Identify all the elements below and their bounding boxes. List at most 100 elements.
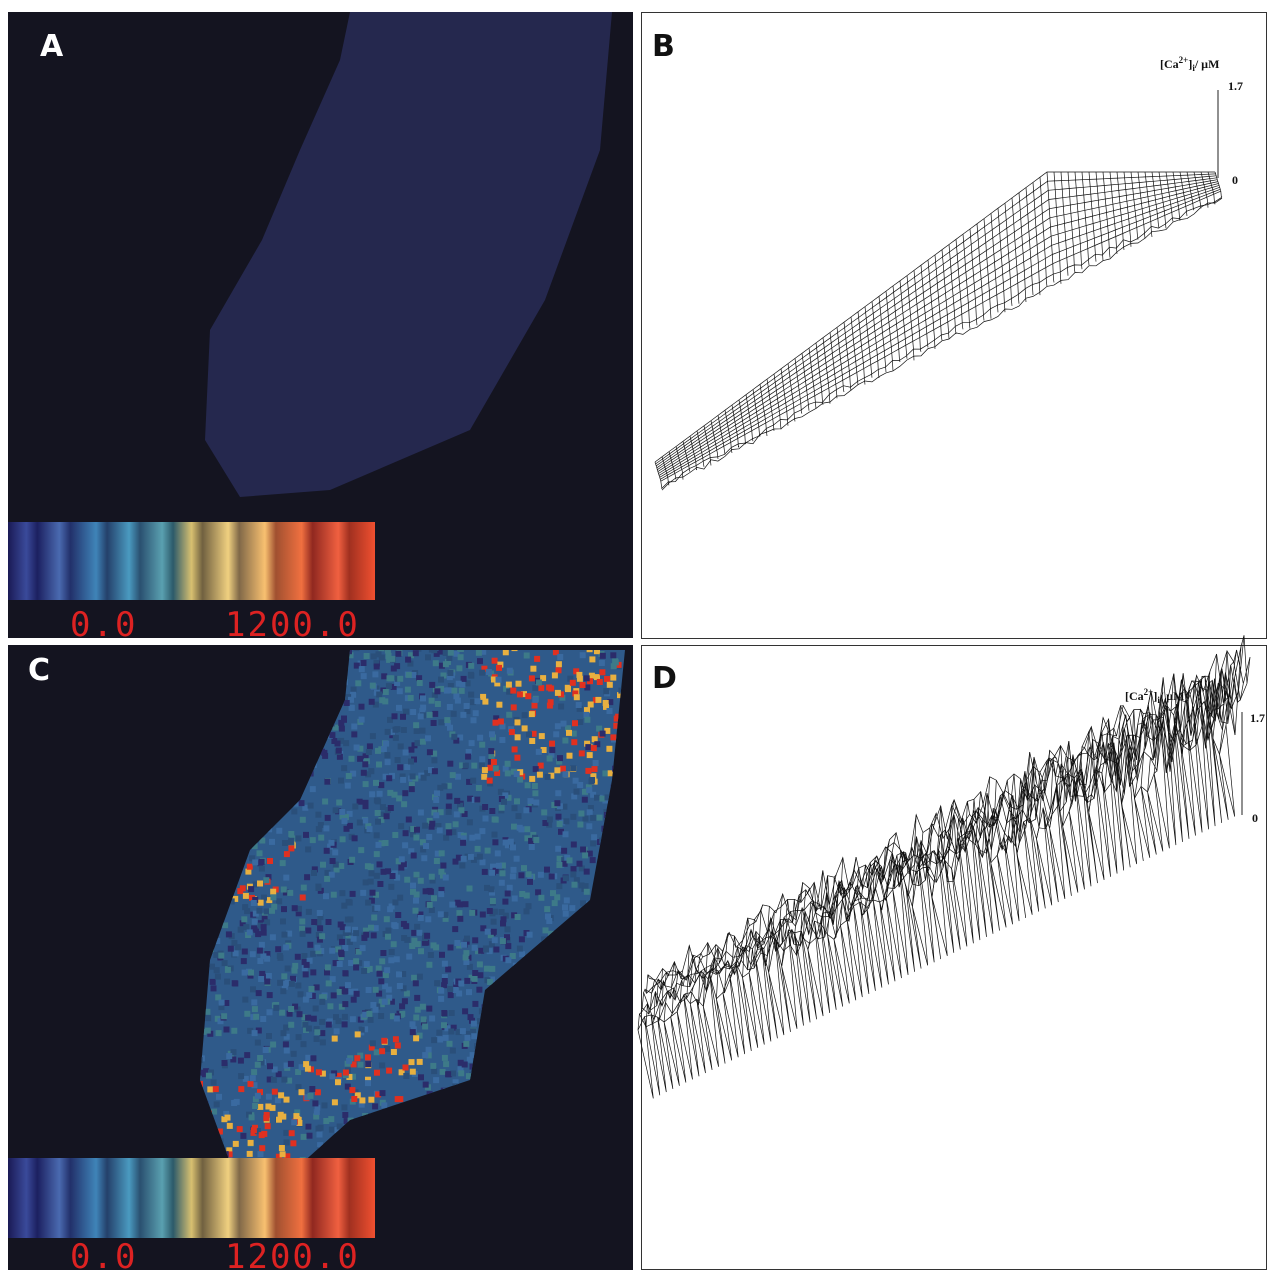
pixel <box>416 930 422 936</box>
pixel <box>438 996 444 1002</box>
pixel <box>549 747 555 753</box>
pixel <box>443 1035 449 1041</box>
pixel <box>360 890 366 896</box>
pixel <box>214 967 220 973</box>
pixel <box>333 807 339 813</box>
pixel <box>548 699 554 705</box>
pixel <box>470 778 476 784</box>
pixel <box>523 807 529 813</box>
pixel <box>463 954 469 960</box>
pixel <box>352 804 358 810</box>
pixel <box>450 1048 456 1054</box>
pixel <box>492 816 498 822</box>
pixel <box>446 809 452 815</box>
pixel <box>599 660 605 666</box>
pixel <box>462 1008 468 1014</box>
pixel <box>290 1140 296 1146</box>
pixel <box>306 909 312 915</box>
pixel <box>505 761 511 767</box>
pixel <box>532 697 538 703</box>
pixel <box>284 851 290 857</box>
pixel <box>571 866 577 872</box>
pixel <box>351 1096 357 1102</box>
pixel <box>488 748 494 754</box>
pixel <box>334 1028 340 1034</box>
pixel <box>489 808 495 814</box>
pixel <box>459 863 465 869</box>
pixel <box>366 987 372 993</box>
pixel <box>284 1139 290 1145</box>
pixel <box>471 1021 477 1027</box>
pixel <box>371 932 377 938</box>
pixel <box>582 852 588 858</box>
pixel <box>428 952 434 958</box>
pixel <box>386 683 392 689</box>
pixel <box>221 1013 227 1019</box>
pixel <box>347 823 353 829</box>
pixel <box>404 764 410 770</box>
pixel <box>394 726 400 732</box>
pixel <box>374 905 380 911</box>
pixel <box>500 870 506 876</box>
pixel <box>603 688 609 694</box>
pixel <box>406 817 412 823</box>
pixel <box>258 1151 264 1157</box>
pixel <box>426 1006 432 1012</box>
pixel <box>247 864 253 870</box>
pixel <box>383 840 389 846</box>
pixel <box>363 803 369 809</box>
pixel <box>228 946 234 952</box>
pixel <box>518 826 524 832</box>
pixel <box>440 1069 446 1075</box>
pixel <box>547 816 553 822</box>
panel-a: A 0.0 1200.0 <box>8 12 633 645</box>
pixel <box>291 1119 297 1125</box>
pixel <box>567 857 573 863</box>
pixel <box>394 956 400 962</box>
pixel <box>465 1035 471 1041</box>
pixel <box>496 665 502 671</box>
pixel <box>485 848 491 854</box>
pixel <box>344 700 350 706</box>
pixel <box>374 851 380 857</box>
pixel <box>326 980 332 986</box>
pixel <box>402 998 408 1004</box>
pixel <box>496 677 502 683</box>
pixel <box>259 1145 265 1151</box>
pixel <box>461 942 467 948</box>
pixel <box>418 1074 424 1080</box>
pixel <box>360 945 366 951</box>
pixel <box>308 803 314 809</box>
pixel <box>392 899 398 905</box>
pixel <box>329 1127 335 1133</box>
pixel <box>545 914 551 920</box>
pixel <box>387 790 393 796</box>
pixel <box>324 779 330 785</box>
pixel <box>505 891 511 897</box>
pixel <box>377 881 383 887</box>
pixel <box>425 654 431 660</box>
pixel <box>610 652 616 658</box>
pixel <box>458 1070 464 1076</box>
pixel <box>491 929 497 935</box>
pixel <box>353 965 359 971</box>
pixel <box>315 812 321 818</box>
pixel <box>589 777 595 783</box>
pixel <box>320 1039 326 1045</box>
pixel <box>247 929 253 935</box>
pixel <box>460 712 466 718</box>
pixel <box>395 651 401 657</box>
pixel <box>583 883 589 889</box>
pixel <box>311 870 317 876</box>
pixel <box>255 1040 261 1046</box>
pixel <box>250 951 256 957</box>
pixel <box>383 689 389 695</box>
pixel <box>433 1077 439 1083</box>
pixel <box>295 983 301 989</box>
pixel <box>367 826 373 832</box>
pixel <box>338 863 344 869</box>
pixel <box>492 937 498 943</box>
pixel <box>472 1001 478 1007</box>
pixel <box>350 1016 356 1022</box>
pixel <box>241 958 247 964</box>
